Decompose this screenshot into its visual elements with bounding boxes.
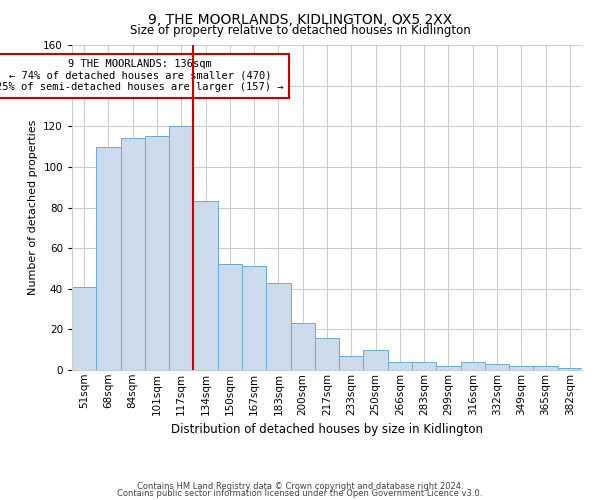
Bar — [388, 362, 412, 370]
Bar — [436, 366, 461, 370]
Bar — [315, 338, 339, 370]
Bar — [558, 368, 582, 370]
Bar — [266, 282, 290, 370]
X-axis label: Distribution of detached houses by size in Kidlington: Distribution of detached houses by size … — [171, 423, 483, 436]
Bar — [72, 286, 96, 370]
Text: Contains HM Land Registry data © Crown copyright and database right 2024.: Contains HM Land Registry data © Crown c… — [137, 482, 463, 491]
Bar — [193, 202, 218, 370]
Bar — [121, 138, 145, 370]
Bar — [96, 146, 121, 370]
Text: 9 THE MOORLANDS: 136sqm
← 74% of detached houses are smaller (470)
25% of semi-d: 9 THE MOORLANDS: 136sqm ← 74% of detache… — [0, 59, 284, 92]
Bar — [218, 264, 242, 370]
Y-axis label: Number of detached properties: Number of detached properties — [28, 120, 38, 295]
Bar — [364, 350, 388, 370]
Bar — [533, 366, 558, 370]
Bar — [169, 126, 193, 370]
Bar — [485, 364, 509, 370]
Text: Size of property relative to detached houses in Kidlington: Size of property relative to detached ho… — [130, 24, 470, 37]
Bar — [242, 266, 266, 370]
Bar — [145, 136, 169, 370]
Bar — [509, 366, 533, 370]
Bar — [461, 362, 485, 370]
Bar — [339, 356, 364, 370]
Text: 9, THE MOORLANDS, KIDLINGTON, OX5 2XX: 9, THE MOORLANDS, KIDLINGTON, OX5 2XX — [148, 12, 452, 26]
Bar — [412, 362, 436, 370]
Text: Contains public sector information licensed under the Open Government Licence v3: Contains public sector information licen… — [118, 489, 482, 498]
Bar — [290, 324, 315, 370]
